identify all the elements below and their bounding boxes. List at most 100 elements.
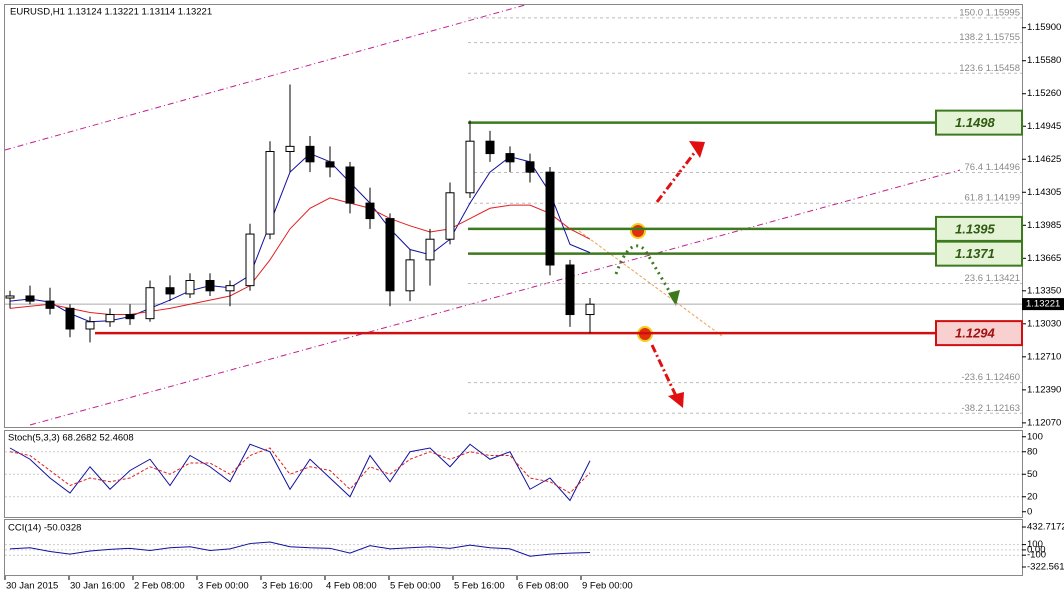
candle-body xyxy=(385,218,395,292)
x-tick-label: 3 Feb 00:00 xyxy=(198,581,249,592)
y-tick-label: -322.5612 xyxy=(1027,561,1064,572)
y-tick-label: 0 xyxy=(1027,506,1032,517)
channel-line xyxy=(29,169,961,426)
candle-body xyxy=(465,140,475,194)
candle-body xyxy=(225,285,235,292)
y-tick-label: 1.12710 xyxy=(1027,351,1061,362)
arrow xyxy=(650,344,678,397)
candle-body xyxy=(5,295,15,299)
fib-label: 23.6 1.13421 xyxy=(965,273,1020,284)
y-tick-label: 432.7172 xyxy=(1027,522,1064,533)
candle-body xyxy=(365,202,375,220)
candle-body xyxy=(25,295,35,302)
candle-body xyxy=(485,140,495,155)
x-tick-label: 5 Feb 16:00 xyxy=(454,581,505,592)
y-tick-label: 1.12390 xyxy=(1027,384,1061,395)
star-marker xyxy=(630,223,646,239)
stoch-line xyxy=(9,443,591,502)
x-tick-label: 2 Feb 08:00 xyxy=(134,581,185,592)
level-label: 1.1294 xyxy=(955,326,996,341)
y-tick-label: 1.13665 xyxy=(1027,253,1061,264)
y-tick-label: 1.13030 xyxy=(1027,318,1061,329)
candle-body xyxy=(505,153,515,163)
level-box xyxy=(935,109,1023,136)
candle-body xyxy=(125,314,135,320)
x-tick-label: 3 Feb 16:00 xyxy=(262,581,313,592)
candle-body xyxy=(585,303,595,316)
last-price-label: 1.13221 xyxy=(1026,299,1060,310)
curve-arrow xyxy=(614,244,674,297)
y-tick-label: 1.13985 xyxy=(1027,220,1061,231)
y-tick-label: 1.15260 xyxy=(1027,88,1061,99)
fib-label: -38.2 1.12163 xyxy=(961,403,1020,414)
cci-panel xyxy=(4,519,1023,576)
channel-line xyxy=(4,4,526,151)
stoch-title: Stoch(5,3,3) 68.2682 52.4608 xyxy=(8,433,134,444)
y-tick-label: 20 xyxy=(1027,491,1038,502)
candle-body xyxy=(265,151,275,235)
candle-body xyxy=(205,279,215,292)
x-tick-label: 5 Feb 00:00 xyxy=(390,581,441,592)
trend-line xyxy=(574,227,723,337)
y-tick-label: 80 xyxy=(1027,446,1038,457)
y-tick-label: 1.12070 xyxy=(1027,417,1061,428)
y-tick-label: 100 xyxy=(1027,431,1043,442)
cci-title: CCI(14) -50.0328 xyxy=(8,523,81,534)
candle-body xyxy=(425,238,435,261)
level-label: 1.1371 xyxy=(955,246,995,261)
y-tick-label: 1.14625 xyxy=(1027,154,1061,165)
candle-body xyxy=(285,145,295,153)
y-tick-label: 100 xyxy=(1027,539,1043,550)
x-tick-label: 30 Jan 16:00 xyxy=(70,581,125,592)
header: EURUSD,H1 1.13124 1.13221 1.13114 1.1322… xyxy=(10,7,212,18)
candle-body xyxy=(165,287,175,295)
x-tick-label: 6 Feb 08:00 xyxy=(518,581,569,592)
level-label: 1.1498 xyxy=(955,115,996,130)
candle-body xyxy=(405,259,415,292)
candle-body xyxy=(145,287,155,320)
last-price-box xyxy=(1022,298,1064,311)
fib-label: 123.6 1.15458 xyxy=(959,63,1020,74)
fib-label: 61.8 1.14199 xyxy=(965,193,1020,204)
candle-body xyxy=(445,192,455,240)
y-tick-label: 1.15580 xyxy=(1027,55,1061,66)
candle-body xyxy=(185,279,195,295)
y-tick-label: -100 xyxy=(1027,550,1046,561)
candle-body xyxy=(305,145,315,163)
candle-body xyxy=(105,314,115,323)
candle-body xyxy=(65,307,75,330)
arrow xyxy=(655,151,697,203)
candle-body xyxy=(545,171,555,266)
candle-body xyxy=(345,166,355,204)
y-tick-label: 1.14945 xyxy=(1027,121,1061,132)
x-tick-label: 9 Feb 00:00 xyxy=(582,581,633,592)
arrow-head xyxy=(668,392,684,408)
annotations xyxy=(4,4,961,426)
y-tick-label: 1.14305 xyxy=(1027,187,1061,198)
level-label: 1.1395 xyxy=(955,221,996,236)
y-tick-label: 1.13350 xyxy=(1027,285,1061,296)
arrow-head xyxy=(689,141,705,158)
candle-body xyxy=(525,161,535,173)
candle-body xyxy=(85,321,95,330)
fib-label: 150.0 1.15995 xyxy=(959,7,1020,18)
candle-body xyxy=(245,233,255,287)
candle-body xyxy=(45,300,55,309)
level-box xyxy=(935,215,1023,242)
x-tick-label: 30 Jan 2015 xyxy=(6,581,58,592)
y-tick-label: 50 xyxy=(1027,469,1038,480)
y-tick-label: 1.15900 xyxy=(1027,22,1061,33)
x-tick-label: 4 Feb 08:00 xyxy=(326,581,377,592)
stoch-line xyxy=(9,447,591,494)
y-tick-label: 0.00 xyxy=(1027,544,1046,555)
arrow-head xyxy=(668,290,680,306)
fib-label: 138.2 1.15755 xyxy=(959,32,1020,43)
level-box xyxy=(935,240,1023,267)
fib-label: -23.6 1.12460 xyxy=(961,372,1020,383)
cci-line xyxy=(9,541,591,557)
candle-body xyxy=(325,161,335,168)
level-box xyxy=(935,320,1023,347)
